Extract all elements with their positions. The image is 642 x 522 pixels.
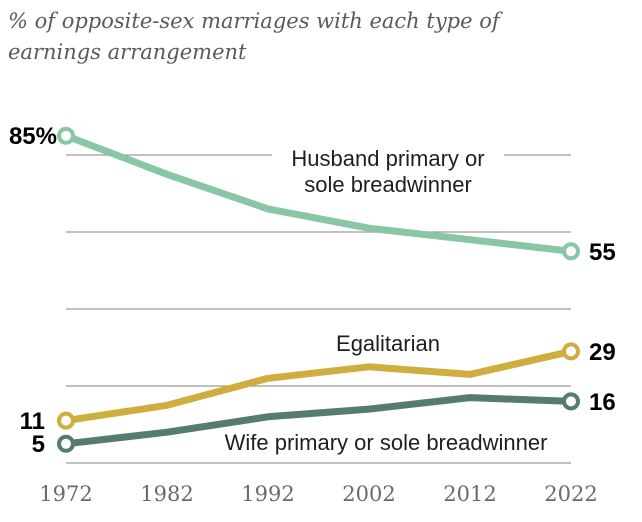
x-tick-2022: 2022: [544, 482, 597, 506]
x-tick-1992: 1992: [241, 482, 294, 506]
label-wife: Wife primary or sole breadwinner: [225, 430, 548, 455]
end-value-wife: 16: [589, 389, 616, 416]
chart-title: % of opposite-sex marriages with each ty…: [8, 9, 500, 64]
x-tick-1982: 1982: [140, 482, 193, 506]
x-tick-1972: 1972: [39, 482, 92, 506]
end-value-egalitarian: 29: [589, 339, 616, 366]
x-tick-2012: 2012: [443, 482, 496, 506]
label-egalitarian: Egalitarian: [336, 331, 440, 356]
series-lines: [62, 132, 575, 448]
start-value-husband: 85%: [9, 123, 57, 150]
x-tick-2002: 2002: [342, 482, 395, 506]
label-husband-line2: sole breadwinner: [304, 172, 472, 197]
end-value-husband: 55: [589, 239, 616, 266]
label-husband-line1: Husband primary or: [291, 146, 484, 171]
series-markers: [57, 126, 580, 453]
gridlines: [66, 154, 571, 464]
start-value-wife: 5: [32, 431, 45, 458]
start-value-egalitarian: 11: [20, 408, 45, 435]
